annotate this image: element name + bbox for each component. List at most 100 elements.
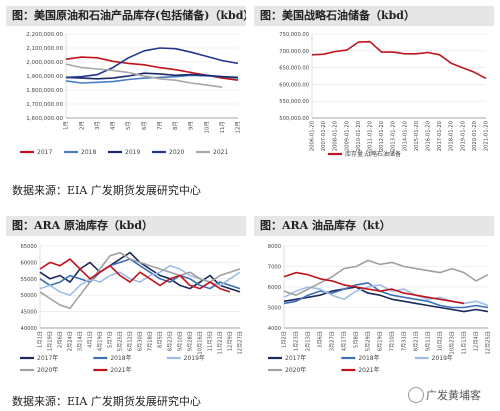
chart-ara-products: 4000 5000 6000 7000 8000 1月2日 1月23日 2月13日 3月6日 3月…	[268, 244, 492, 374]
x-tick-label: 6月	[141, 121, 148, 130]
x-tick-label: 2021-01-20	[484, 121, 490, 151]
series-line-2020年	[283, 259, 489, 296]
legend-label: 2020年	[37, 366, 58, 374]
legend-label: 2018年	[110, 354, 131, 362]
legend-label: 2018	[81, 149, 96, 156]
x-tick-label: 1月19日	[47, 331, 54, 351]
y-tick-label: 1,600,000.00	[26, 116, 63, 122]
x-tick-label: 8月5日	[157, 331, 164, 348]
wechat-logo-icon	[408, 387, 424, 403]
series-line-2021年	[283, 271, 465, 305]
x-tick-label: 1月	[63, 121, 70, 130]
y-tick-label: 6000	[268, 285, 281, 291]
y-tick-label: 650,000.00	[279, 66, 309, 72]
y-tick-label: 65000	[20, 244, 37, 250]
x-tick-label: 11月13日	[461, 331, 468, 355]
x-tick-label: 2月24日	[67, 331, 74, 351]
chart-us-spr: 500,000.00 550,000.00 600,000.00 650,000.00…	[279, 32, 490, 158]
x-tick-label: 3月27日	[329, 331, 336, 351]
x-tick-label: 10月	[203, 121, 210, 134]
source-top: 数据来源：EIA 广发期货发展研究中心	[12, 184, 201, 197]
x-tick-label: 2011-01-20	[368, 121, 374, 151]
x-tick-label: 8月	[172, 121, 179, 130]
panel4-title: 图：ARA 油品库存（kt）	[254, 216, 494, 236]
x-tick-label: 2月	[78, 121, 85, 130]
x-tick-label: 4月1日	[87, 331, 94, 348]
x-tick-label: 6月12日	[127, 331, 134, 351]
x-tick-label: 5月7日	[107, 331, 114, 348]
x-tick-label: 2009-01-20	[344, 121, 350, 151]
legend-label: 2019年	[184, 354, 205, 362]
series-line-2020年	[39, 251, 241, 310]
y-tick-label: 5000	[268, 306, 281, 312]
panel1-title: 图：美国原油和石油产品库存(包括储备)（kbd）	[6, 6, 246, 26]
y-tick-label: 700,000.00	[279, 49, 309, 55]
y-tick-label: 750,000.00	[279, 32, 309, 38]
source-bottom: 数据来源：EIA 广发期货发展研究中心	[12, 395, 201, 408]
series-line-2020	[65, 47, 239, 79]
legend-label: 2020	[169, 149, 184, 156]
y-tick-label: 40000	[20, 326, 37, 332]
x-tick-label: 10月23日	[449, 331, 456, 355]
x-tick-label: 10月2日	[437, 331, 444, 351]
x-tick-label: 7月	[156, 121, 163, 130]
legend-label: 库存量:战略石油储备	[345, 150, 401, 158]
x-tick-label: 2007-01-20	[321, 121, 327, 151]
x-tick-label: 2020-01-20	[472, 121, 478, 151]
y-tick-label: 2,100,000.00	[26, 46, 63, 52]
x-tick-label: 2016-01-20	[426, 121, 432, 151]
x-tick-label: 2008-01-20	[333, 121, 339, 151]
x-tick-label: 2015-01-20	[414, 121, 420, 151]
series-line-2019年	[39, 264, 241, 296]
y-tick-label: 2,200,000.00	[26, 32, 63, 38]
series-line-2019	[65, 72, 239, 80]
y-tick-label: 60000	[20, 260, 37, 266]
y-tick-label: 50000	[20, 293, 37, 299]
x-tick-label: 4月17日	[341, 331, 348, 351]
y-tick-label: 1,900,000.00	[26, 74, 63, 80]
legend-label: 2021	[213, 149, 228, 156]
x-tick-label: 3月	[94, 121, 101, 130]
legend-label: 2021年	[110, 366, 131, 374]
y-tick-label: 7000	[268, 265, 281, 271]
x-tick-label: 5月8日	[353, 331, 360, 348]
x-tick-label: 12月27日	[237, 331, 244, 355]
series-line-2018年	[39, 258, 241, 290]
x-tick-label: 10月16日	[197, 331, 204, 355]
x-tick-label: 12月9日	[227, 331, 234, 351]
x-tick-label: 2月6日	[57, 331, 64, 348]
series-line-2018年	[283, 282, 489, 309]
x-tick-label: 12月25日	[485, 331, 492, 355]
x-tick-label: 9月28日	[187, 331, 194, 351]
legend-label: 2017年	[285, 354, 306, 362]
watermark: 广发黄埔客	[426, 389, 481, 402]
x-tick-label: 2012-01-20	[379, 121, 385, 151]
x-tick-label: 7月31日	[401, 331, 408, 351]
y-tick-label: 600,000.00	[279, 82, 309, 88]
series-line-2017年	[283, 286, 489, 313]
y-tick-label: 1,800,000.00	[26, 88, 63, 94]
x-tick-label: 2010-01-20	[356, 121, 362, 151]
x-tick-label: 1月2日	[281, 331, 288, 348]
x-tick-label: 2017-01-20	[437, 121, 443, 151]
x-tick-label: 2019-01-20	[460, 121, 466, 151]
x-tick-label: 2018-01-20	[449, 121, 455, 151]
x-tick-label: 4月19日	[97, 331, 104, 351]
x-tick-label: 12月	[235, 121, 242, 134]
y-tick-label: 8000	[268, 244, 281, 250]
panel3-title: 图：ARA 原油库存（kbd）	[6, 216, 246, 236]
legend-label: 2021年	[358, 366, 379, 374]
legend-label: 2017	[37, 149, 52, 156]
x-tick-label: 9月	[188, 121, 195, 130]
x-tick-label: 11月3日	[207, 331, 214, 351]
x-tick-label: 2006-01-20	[310, 121, 316, 151]
x-tick-label: 7月10日	[389, 331, 396, 351]
y-tick-label: 500,000.00	[279, 116, 309, 122]
series-line-2021年	[39, 258, 231, 293]
y-tick-label: 1,700,000.00	[26, 102, 63, 108]
y-tick-label: 4000	[268, 326, 281, 332]
legend-label: 2017年	[37, 354, 58, 362]
x-tick-label: 5月29日	[365, 331, 372, 351]
x-tick-label: 9月11日	[425, 331, 432, 351]
